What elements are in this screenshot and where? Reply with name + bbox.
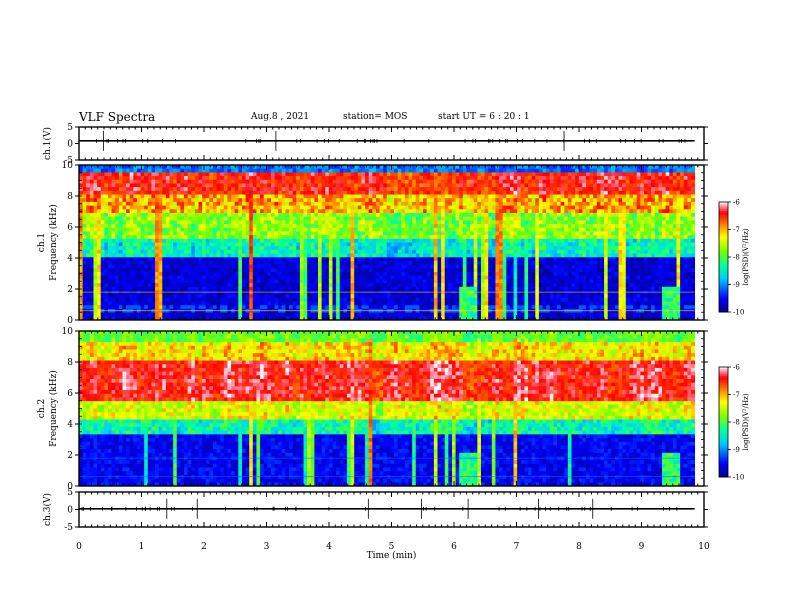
ytick-label: -5 xyxy=(64,156,73,166)
ytick-label: 5 xyxy=(67,123,73,133)
ytick-label: -5 xyxy=(64,523,73,533)
ch1-voltage-trace xyxy=(79,130,695,151)
ytick-label: 8 xyxy=(67,358,73,368)
xtick-label: 2 xyxy=(201,542,207,552)
date-label: Aug.8 , 2021 xyxy=(251,112,310,122)
ytick-label: 4 xyxy=(67,420,73,430)
ytick-label: 0 xyxy=(67,316,73,326)
x-axis-label: Time (min) xyxy=(367,550,417,561)
ch2-colorbar-tick-label: -7 xyxy=(733,391,740,399)
ch2-colorbar xyxy=(718,366,731,478)
ch2-colorbar-tick-label: -10 xyxy=(733,474,744,482)
ch2-colorbar-tick-label: -9 xyxy=(733,446,740,454)
ch2-spectrum-channel-label: ch.2 xyxy=(37,399,47,418)
xtick-label: 4 xyxy=(326,542,332,552)
ch1-frequency-ylabel: Frequency (kHz) xyxy=(48,204,59,281)
ch1-colorbar-tick-label: -9 xyxy=(733,281,740,289)
xtick-label: 9 xyxy=(639,542,645,552)
ch1-colorbar-tick-label: -6 xyxy=(733,199,740,207)
ytick-label: 0 xyxy=(67,140,73,150)
xtick-label: 0 xyxy=(76,542,82,552)
ytick-label: 6 xyxy=(67,389,73,399)
xtick-label: 6 xyxy=(451,542,457,552)
chart-title: VLF Spectra xyxy=(79,110,156,124)
ytick-label: 10 xyxy=(62,161,74,171)
ch2-frequency-ylabel: Frequency (kHz) xyxy=(48,370,59,447)
xtick-label: 10 xyxy=(698,542,710,552)
ytick-label: 0 xyxy=(67,506,73,516)
ch3-voltage-trace xyxy=(79,498,695,519)
ch1-colorbar-tick-label: -7 xyxy=(733,226,740,234)
ch1-colorbar-label: log(PSD)(V²/Hz) xyxy=(742,228,750,285)
ytick-label: 4 xyxy=(67,254,73,264)
xtick-label: 1 xyxy=(139,542,145,552)
ytick-label: 0 xyxy=(67,482,73,492)
ch1-voltage-ylabel: ch.1(V) xyxy=(42,127,53,160)
station-label: station= MOS xyxy=(343,112,408,122)
ch3-voltage-ylabel: ch.3(V) xyxy=(42,493,53,526)
ch1-spectrum-channel-label: ch.1 xyxy=(37,233,47,252)
ch2-colorbar-tick-label: -6 xyxy=(733,364,740,372)
ch1-colorbar-tick-label: -8 xyxy=(733,254,740,262)
ytick-label: 5 xyxy=(67,488,73,498)
ytick-label: 6 xyxy=(67,223,73,233)
ytick-label: 8 xyxy=(67,192,73,202)
ch1-colorbar-tick-label: -10 xyxy=(733,309,744,317)
ytick-label: 2 xyxy=(67,285,73,295)
ch2-spectrogram xyxy=(79,331,704,487)
ch2-colorbar-label: log(PSD)(V²/Hz) xyxy=(742,393,750,450)
ytick-label: 10 xyxy=(62,327,74,337)
start-time-label: start UT = 6 : 20 : 1 xyxy=(438,112,530,122)
xtick-label: 5 xyxy=(389,542,395,552)
ch1-colorbar xyxy=(718,201,731,313)
xtick-label: 7 xyxy=(514,542,520,552)
xtick-label: 8 xyxy=(576,542,582,552)
ch1-spectrogram xyxy=(79,165,704,321)
ch2-colorbar-tick-label: -8 xyxy=(733,419,740,427)
ytick-label: 2 xyxy=(67,451,73,461)
xtick-label: 3 xyxy=(264,542,270,552)
